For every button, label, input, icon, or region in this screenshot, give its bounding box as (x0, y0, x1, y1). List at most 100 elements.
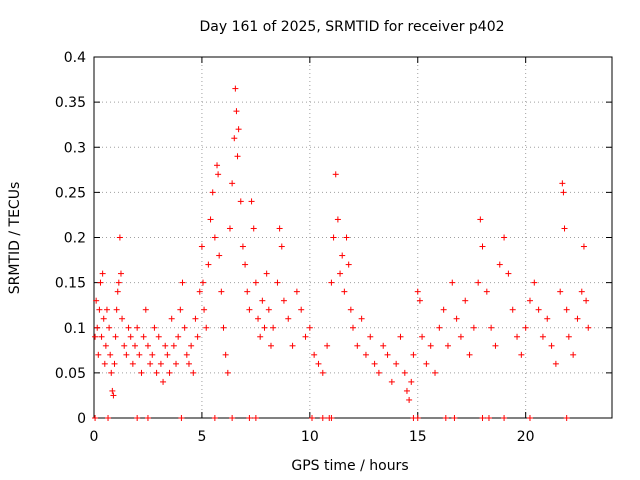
data-point (157, 360, 164, 367)
data-point (371, 360, 378, 367)
y-axis-title: SRMTID / TECUs (7, 182, 23, 295)
data-point (123, 351, 130, 358)
data-point (518, 351, 525, 358)
data-point (181, 324, 188, 331)
data-point (580, 243, 587, 250)
data-point (362, 351, 369, 358)
data-point (350, 324, 356, 331)
data-point (199, 279, 206, 286)
data-point (168, 315, 175, 322)
y-tick-label: 0 (77, 411, 86, 427)
data-point-zero (319, 415, 326, 421)
x-tick-label: 15 (409, 429, 427, 445)
data-point (231, 135, 238, 142)
data-point (94, 324, 101, 331)
data-point (298, 306, 305, 313)
data-point (477, 216, 484, 223)
data-point (188, 342, 195, 349)
data-point (479, 243, 486, 250)
data-point (92, 333, 99, 340)
data-point (215, 171, 222, 178)
data-point (578, 288, 585, 295)
data-point (274, 279, 281, 286)
data-point (414, 288, 421, 295)
data-point (328, 279, 335, 286)
data-point (522, 324, 529, 331)
data-point (224, 369, 231, 376)
data-point (267, 342, 274, 349)
data-point (151, 324, 158, 331)
data-point (95, 351, 102, 358)
data-point (526, 297, 533, 304)
data-point (111, 360, 118, 367)
data-point (153, 369, 160, 376)
data-point (102, 342, 109, 349)
data-point (408, 378, 415, 385)
data-point (535, 306, 542, 313)
data-point (155, 333, 162, 340)
data-point (263, 270, 270, 277)
data-point (103, 306, 110, 313)
data-point (466, 351, 473, 358)
data-point (449, 279, 456, 286)
data-point (560, 189, 567, 196)
data-point (259, 297, 266, 304)
data-point (427, 342, 434, 349)
data-point (229, 180, 236, 187)
data-point (270, 324, 277, 331)
y-tick-label: 0.35 (55, 95, 86, 111)
data-point (440, 306, 447, 313)
data-point (334, 216, 341, 223)
data-point (453, 315, 460, 322)
data-point (483, 288, 490, 295)
data-point (140, 333, 147, 340)
data-point (129, 360, 136, 367)
data-point (93, 297, 100, 304)
data-point (115, 279, 122, 286)
data-point (354, 342, 361, 349)
data-point-zero (252, 415, 259, 421)
data-point (280, 297, 287, 304)
data-point (475, 279, 482, 286)
data-point (106, 324, 113, 331)
data-point (196, 288, 203, 295)
data-point (160, 378, 167, 385)
x-tick-label: 5 (197, 429, 206, 445)
data-point (207, 216, 214, 223)
data-point (116, 234, 123, 241)
data-point (239, 243, 246, 250)
data-point-zero (134, 415, 141, 421)
data-point (388, 378, 395, 385)
data-point (142, 306, 149, 313)
data-point (173, 360, 180, 367)
data-point (345, 261, 352, 268)
data-point (261, 324, 268, 331)
data-point (432, 369, 439, 376)
data-point (201, 306, 208, 313)
data-point (293, 288, 300, 295)
data-point (462, 297, 469, 304)
data-point (250, 225, 257, 232)
data-point (237, 198, 244, 205)
y-tick-label: 0.3 (64, 140, 86, 156)
data-point (278, 243, 285, 250)
data-point (192, 315, 199, 322)
data-point-zero (485, 415, 492, 421)
data-point (248, 198, 255, 205)
data-point (110, 392, 117, 399)
data-point (488, 324, 495, 331)
y-tick-label: 0.05 (55, 366, 86, 382)
y-tick-label: 0.2 (64, 231, 86, 247)
data-point-zero (229, 415, 236, 421)
data-point (585, 324, 592, 331)
axis-ticks: 0 0.05 0.1 0.15 0.2 0.25 0.3 0.35 0.4 0 5 10 15 20 (55, 50, 612, 445)
data-point (109, 387, 116, 394)
data-point (246, 306, 253, 313)
data-point (306, 324, 313, 331)
data-point (147, 360, 154, 367)
data-point (496, 261, 503, 268)
data-point (436, 324, 443, 331)
data-point (125, 324, 132, 331)
data-point (134, 324, 141, 331)
